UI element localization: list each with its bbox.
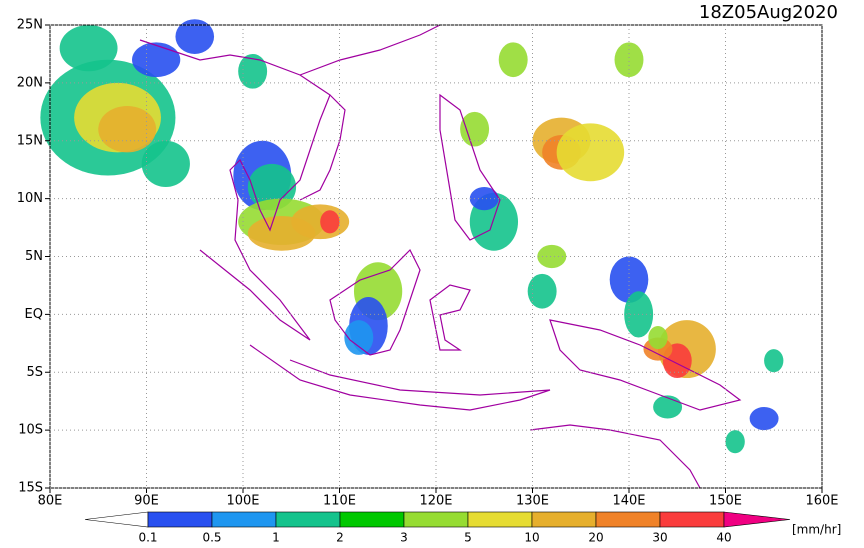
coastline xyxy=(299,24,441,76)
colorbar-label: 5 xyxy=(464,531,472,545)
precip-cell xyxy=(247,163,297,211)
precip-cell xyxy=(609,256,649,303)
colorbar-box xyxy=(467,511,533,528)
colorbar-box xyxy=(147,511,213,528)
colorbar-label: 10 xyxy=(524,531,539,545)
coastline xyxy=(439,93,501,241)
lat-tick-label: 10N xyxy=(17,191,43,206)
precip-cell xyxy=(98,106,157,153)
colorbar-box xyxy=(595,511,661,528)
lon-tick-label: 80E xyxy=(38,494,63,509)
colorbar-end xyxy=(723,511,791,528)
lat-tick-label: 5N xyxy=(25,249,43,264)
coastline xyxy=(549,319,742,411)
precip-cell xyxy=(141,140,190,188)
colorbar-box xyxy=(531,511,597,528)
precip-cell xyxy=(537,244,567,269)
colorbar-box xyxy=(275,511,341,528)
lon-tick-label: 140E xyxy=(612,494,645,509)
axes: 80E 90E 100E 110E 120E 130E 140E 150E 160E 25N 20N… xyxy=(17,18,839,509)
coastline xyxy=(529,424,701,489)
precip-cell xyxy=(344,320,374,355)
lon-tick-label: 120E xyxy=(419,494,452,509)
lon-tick-label: 160E xyxy=(805,494,838,509)
colorbar-label: 30 xyxy=(652,531,667,545)
colorbar-box xyxy=(211,511,277,528)
colorbar-box xyxy=(339,511,405,528)
precip-cell xyxy=(238,53,268,89)
precip-cell xyxy=(320,210,340,234)
precip-layer xyxy=(40,19,784,454)
lon-tick-label: 100E xyxy=(226,494,259,509)
lat-tick-label: 15S xyxy=(18,481,43,496)
map-title: 18Z05Aug2020 xyxy=(699,2,838,23)
coastline xyxy=(329,248,421,356)
lat-tick-label: EQ xyxy=(25,307,43,322)
precip-cell xyxy=(653,395,683,419)
precip-cell xyxy=(59,25,118,72)
colorbar-end xyxy=(84,511,149,528)
coastline xyxy=(139,39,331,341)
precip-cell xyxy=(527,273,557,309)
coastline xyxy=(299,94,346,201)
precip-cell xyxy=(764,349,784,373)
precip-cell xyxy=(648,325,668,350)
lat-tick-label: 25N xyxy=(17,18,43,33)
colorbar-box xyxy=(659,511,725,528)
precip-cell xyxy=(460,111,490,147)
lat-tick-label: 15N xyxy=(17,133,43,148)
colorbar-label: 3 xyxy=(400,531,408,545)
lon-tick-label: 130E xyxy=(516,494,549,509)
lon-tick-label: 90E xyxy=(134,494,159,509)
coastlines xyxy=(139,24,742,489)
precip-cell xyxy=(175,19,215,54)
lat-tick-label: 10S xyxy=(18,423,43,438)
precip-cell xyxy=(749,406,779,431)
precip-cell xyxy=(725,430,745,454)
precip-cell xyxy=(469,187,499,211)
colorbar-label: 20 xyxy=(588,531,603,545)
colorbar-label: 1 xyxy=(272,531,280,545)
colorbar-box xyxy=(403,511,469,528)
lat-tick-label: 5S xyxy=(26,365,43,380)
colorbar: 0.1 0.5 1 2 3 5 10 20 30 40 xyxy=(84,511,791,545)
precip-cell xyxy=(498,42,528,78)
precip-cell xyxy=(132,42,181,78)
colorbar-label: 2 xyxy=(336,531,344,545)
colorbar-label: 40 xyxy=(716,531,731,545)
lon-tick-label: 150E xyxy=(709,494,742,509)
coastline xyxy=(429,284,471,351)
colorbar-label: 0.5 xyxy=(202,531,221,545)
colorbar-unit: [mm/hr] xyxy=(792,523,841,537)
precip-cell xyxy=(614,42,644,78)
precip-cell xyxy=(556,123,625,182)
lat-tick-label: 20N xyxy=(17,75,43,90)
coastline xyxy=(249,344,551,411)
lon-tick-label: 110E xyxy=(323,494,356,509)
colorbar-label: 0.1 xyxy=(138,531,157,545)
